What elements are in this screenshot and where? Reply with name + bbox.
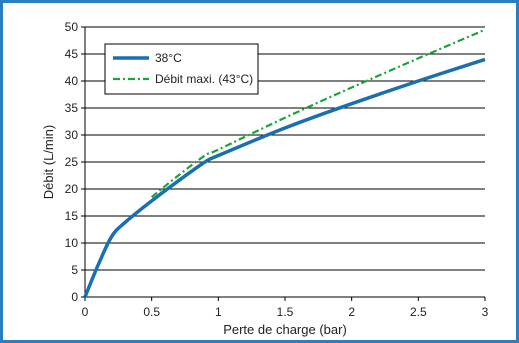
y-tick-label-0: 0 bbox=[71, 290, 78, 304]
x-tick-label-4: 2 bbox=[348, 305, 355, 319]
series-line-1 bbox=[151, 28, 486, 198]
y-tick-label-5: 25 bbox=[65, 155, 79, 169]
y-tick-label-9: 45 bbox=[65, 47, 79, 61]
y-tick-label-1: 5 bbox=[71, 263, 78, 277]
x-tick-label-2: 1 bbox=[215, 305, 222, 319]
y-tick-label-3: 15 bbox=[65, 209, 79, 223]
y-tick-label-6: 30 bbox=[65, 128, 79, 142]
x-tick-label-5: 2.5 bbox=[410, 305, 427, 319]
y-tick-label-4: 20 bbox=[65, 182, 79, 196]
y-tick-label-2: 10 bbox=[65, 236, 79, 250]
legend-label-0: 38°C bbox=[155, 51, 182, 65]
x-tick-label-6: 3 bbox=[482, 305, 489, 319]
y-tick-label-8: 40 bbox=[65, 74, 79, 88]
legend-box bbox=[104, 43, 259, 95]
y-tick-label-7: 35 bbox=[65, 101, 79, 115]
legend-label-1: Débit maxi. (43°C) bbox=[155, 72, 253, 86]
series-line-0 bbox=[83, 57, 486, 298]
y-tick-label-10: 50 bbox=[65, 20, 79, 34]
x-axis-label: Perte de charge (bar) bbox=[223, 322, 347, 337]
x-tick-label-0: 0 bbox=[82, 305, 89, 319]
x-tick-label-3: 1.5 bbox=[277, 305, 294, 319]
x-tick-label-1: 0.5 bbox=[143, 305, 160, 319]
y-axis-label: Débit (L/min) bbox=[41, 125, 56, 199]
